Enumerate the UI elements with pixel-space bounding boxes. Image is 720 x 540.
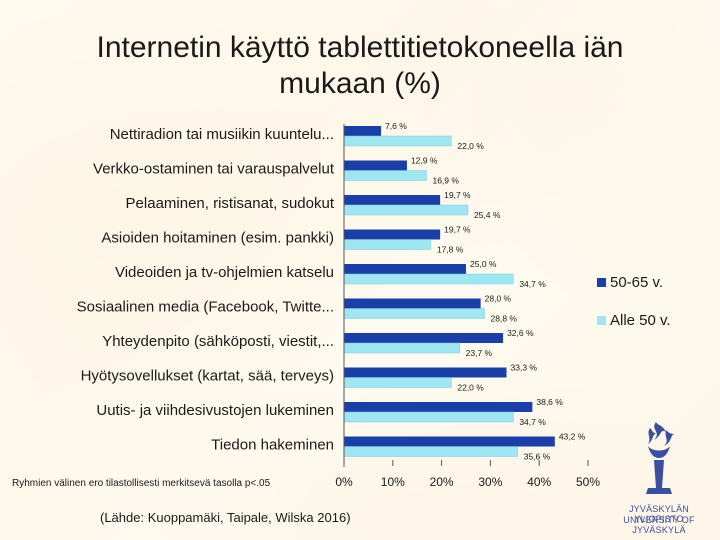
bar-age-50-65 bbox=[344, 126, 382, 136]
x-tick-label: 40% bbox=[527, 475, 551, 489]
slide-title: Internetin käyttö tablettitietokoneella … bbox=[96, 31, 624, 100]
value-labels: 7,6 % 22,0 % 12,9 % 16,9 % 19,7 %25,4 %19,7 … bbox=[385, 121, 586, 462]
category-label: Pelaaminen, ristisanat, sudokut bbox=[126, 195, 335, 212]
category-label: Yhteydenpito (sähköposti, viestit,... bbox=[102, 333, 334, 350]
bar-age-50-65 bbox=[344, 436, 555, 447]
bar-age-under-50 bbox=[343, 204, 469, 216]
bar-age-50-65 bbox=[344, 333, 504, 343]
data-label: 34,7 % bbox=[519, 417, 546, 427]
bar-age-50-65 bbox=[344, 195, 441, 205]
category-label: Sosiaalinen media (Facebook, Twitte... bbox=[77, 299, 334, 316]
category-labels: Nettiradion tai musiikin kuuntelu... Verk… bbox=[77, 126, 335, 454]
category-label: Tiedon hakeminen bbox=[211, 437, 334, 454]
data-label: 25,0 % bbox=[470, 259, 497, 269]
x-tick-label: 0% bbox=[335, 475, 353, 489]
data-label: 33,3 % bbox=[511, 363, 538, 373]
bar-age-under-50 bbox=[343, 308, 485, 319]
category-label: Videoiden ja tv-ohjelmien katselu bbox=[115, 264, 334, 281]
bar-age-under-50 bbox=[343, 239, 432, 250]
bar-age-under-50 bbox=[343, 342, 460, 354]
data-label: 22,0 % bbox=[457, 383, 484, 393]
legend-label: Alle 50 v. bbox=[610, 312, 671, 329]
legend-swatch bbox=[597, 278, 606, 287]
bar-age-50-65 bbox=[344, 367, 507, 378]
category-label: Hyötysovellukset (kartat, sää, terveys) bbox=[81, 368, 334, 385]
bar-age-50-65 bbox=[344, 160, 407, 171]
data-label: 28,0 % bbox=[485, 294, 512, 304]
chart-bars bbox=[343, 126, 555, 457]
logo-line-en: UNIVERSITY OF JYVÄSKYLÄ bbox=[623, 515, 695, 535]
bar-age-under-50 bbox=[343, 411, 514, 423]
data-label: 16,9 % bbox=[432, 176, 459, 186]
legend-swatch bbox=[597, 316, 606, 325]
bar-age-under-50 bbox=[343, 446, 518, 457]
bar-age-50-65 bbox=[344, 264, 466, 274]
data-label: 35,6 % bbox=[524, 452, 551, 462]
data-label: 7,6 % bbox=[385, 121, 407, 131]
category-label: Nettiradion tai musiikin kuuntelu... bbox=[110, 126, 334, 143]
torch-emblem-icon bbox=[646, 422, 674, 494]
x-tick-label: 20% bbox=[430, 475, 454, 489]
data-label: 25,4 % bbox=[474, 210, 501, 220]
data-label: 22,0 % bbox=[457, 141, 484, 151]
data-label: 34,7 % bbox=[519, 279, 546, 289]
bar-age-50-65 bbox=[344, 229, 441, 240]
legend-label: 50-65 v. bbox=[610, 274, 663, 291]
x-axis: 0% 10% 20% 30% 40% 50% bbox=[335, 124, 600, 489]
data-label: 19,7 % bbox=[444, 190, 471, 200]
data-label: 38,6 % bbox=[536, 397, 563, 407]
bar-age-50-65 bbox=[344, 298, 481, 309]
category-label: Uutis- ja viihdesivustojen lukeminen bbox=[96, 402, 334, 419]
bar-age-under-50 bbox=[343, 135, 452, 147]
category-label: Verkko-ostaminen tai varauspalvelut bbox=[93, 161, 335, 178]
x-tick-label: 50% bbox=[576, 475, 600, 489]
bar-age-under-50 bbox=[343, 377, 452, 388]
source-citation: (Lähde: Kuoppamäki, Taipale, Wilska 2016… bbox=[100, 510, 351, 525]
data-label: 43,2 % bbox=[559, 432, 586, 442]
data-label: 28,8 % bbox=[491, 314, 518, 324]
data-label: 23,7 % bbox=[466, 348, 493, 358]
logo-line-fi: JYVÄSKYLÄN YLIOPISTO bbox=[628, 504, 690, 524]
legend: 50-65 v. Alle 50 v. bbox=[597, 274, 671, 329]
category-label: Asioiden hoitaminen (esim. pankki) bbox=[101, 230, 334, 247]
university-logo: JYVÄSKYLÄN YLIOPISTO UNIVERSITY OF JYVÄS… bbox=[604, 418, 714, 535]
x-tick-label: 10% bbox=[381, 475, 405, 489]
data-label: 19,7 % bbox=[444, 225, 471, 235]
data-label: 32,6 % bbox=[507, 328, 534, 338]
data-label: 17,8 % bbox=[437, 245, 464, 255]
x-tick-label: 30% bbox=[478, 475, 502, 489]
data-label: 12,9 % bbox=[411, 156, 438, 166]
bar-age-under-50 bbox=[343, 273, 514, 285]
bar-age-50-65 bbox=[344, 402, 533, 412]
bar-age-under-50 bbox=[343, 170, 427, 181]
significance-note: Ryhmien välinen ero tilastollisesti merk… bbox=[12, 478, 271, 489]
